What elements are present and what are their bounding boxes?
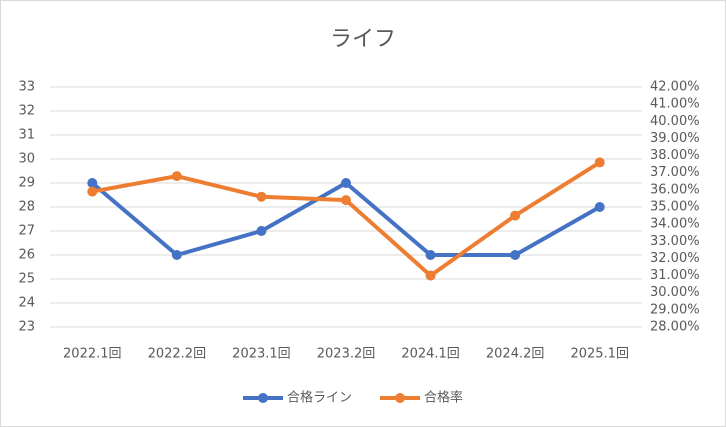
point bbox=[341, 195, 351, 206]
x-tick-label: 2023.2回 bbox=[317, 347, 376, 362]
y-tick-label: 24 bbox=[18, 296, 35, 311]
y-tick-label: 29 bbox=[18, 176, 35, 191]
y-tick-label: 31 bbox=[18, 128, 35, 143]
y2-tick-label: 40.00% bbox=[650, 114, 700, 129]
y2-tick-label: 30.00% bbox=[650, 285, 700, 300]
point bbox=[256, 191, 267, 202]
x-tick-label: 2022.2回 bbox=[148, 347, 207, 362]
y2-tick-label: 39.00% bbox=[650, 131, 700, 146]
point bbox=[341, 178, 351, 188]
y2-tick-label: 36.00% bbox=[650, 182, 700, 197]
y-tick-label: 27 bbox=[18, 224, 35, 239]
point bbox=[425, 250, 436, 260]
y-tick-label: 32 bbox=[18, 104, 35, 119]
point bbox=[594, 202, 605, 212]
legend-label: 合格ライン bbox=[287, 390, 352, 406]
x-tick-label: 2023.1回 bbox=[232, 347, 291, 362]
y-tick-label: 28 bbox=[18, 200, 35, 215]
point bbox=[256, 226, 267, 236]
point bbox=[87, 178, 98, 188]
legend-marker bbox=[258, 393, 268, 403]
y-tick-label: 33 bbox=[18, 80, 35, 95]
x-tick-label: 2024.1回 bbox=[401, 347, 460, 362]
y2-tick-label: 34.00% bbox=[650, 217, 700, 232]
x-tick-label: 2025.1回 bbox=[570, 347, 629, 362]
y2-tick-label: 35.00% bbox=[650, 200, 700, 215]
y-tick-label: 25 bbox=[18, 272, 35, 287]
point bbox=[594, 157, 605, 168]
point bbox=[510, 210, 521, 221]
point bbox=[171, 171, 182, 182]
point bbox=[425, 270, 436, 281]
point bbox=[171, 250, 182, 260]
chart-title: ライフ bbox=[330, 27, 396, 52]
y2-tick-label: 38.00% bbox=[650, 148, 700, 163]
y-tick-label: 30 bbox=[18, 152, 35, 167]
y2-tick-label: 32.00% bbox=[650, 251, 700, 266]
point bbox=[87, 186, 98, 197]
y2-tick-label: 33.00% bbox=[650, 234, 700, 249]
legend-label: 合格率 bbox=[424, 390, 463, 406]
y2-tick-label: 37.00% bbox=[650, 165, 700, 180]
legend-marker bbox=[395, 393, 406, 403]
point bbox=[510, 250, 521, 260]
y2-tick-label: 28.00% bbox=[650, 320, 700, 335]
y2-tick-label: 31.00% bbox=[650, 268, 700, 283]
y-tick-label: 23 bbox=[18, 320, 35, 335]
x-tick-label: 2022.1回 bbox=[63, 347, 122, 362]
y2-tick-label: 42.00% bbox=[650, 80, 700, 95]
y-tick-label: 26 bbox=[18, 248, 35, 263]
y2-tick-label: 41.00% bbox=[650, 97, 700, 112]
y2-tick-label: 29.00% bbox=[650, 302, 700, 317]
x-tick-label: 2024.2回 bbox=[486, 347, 545, 362]
